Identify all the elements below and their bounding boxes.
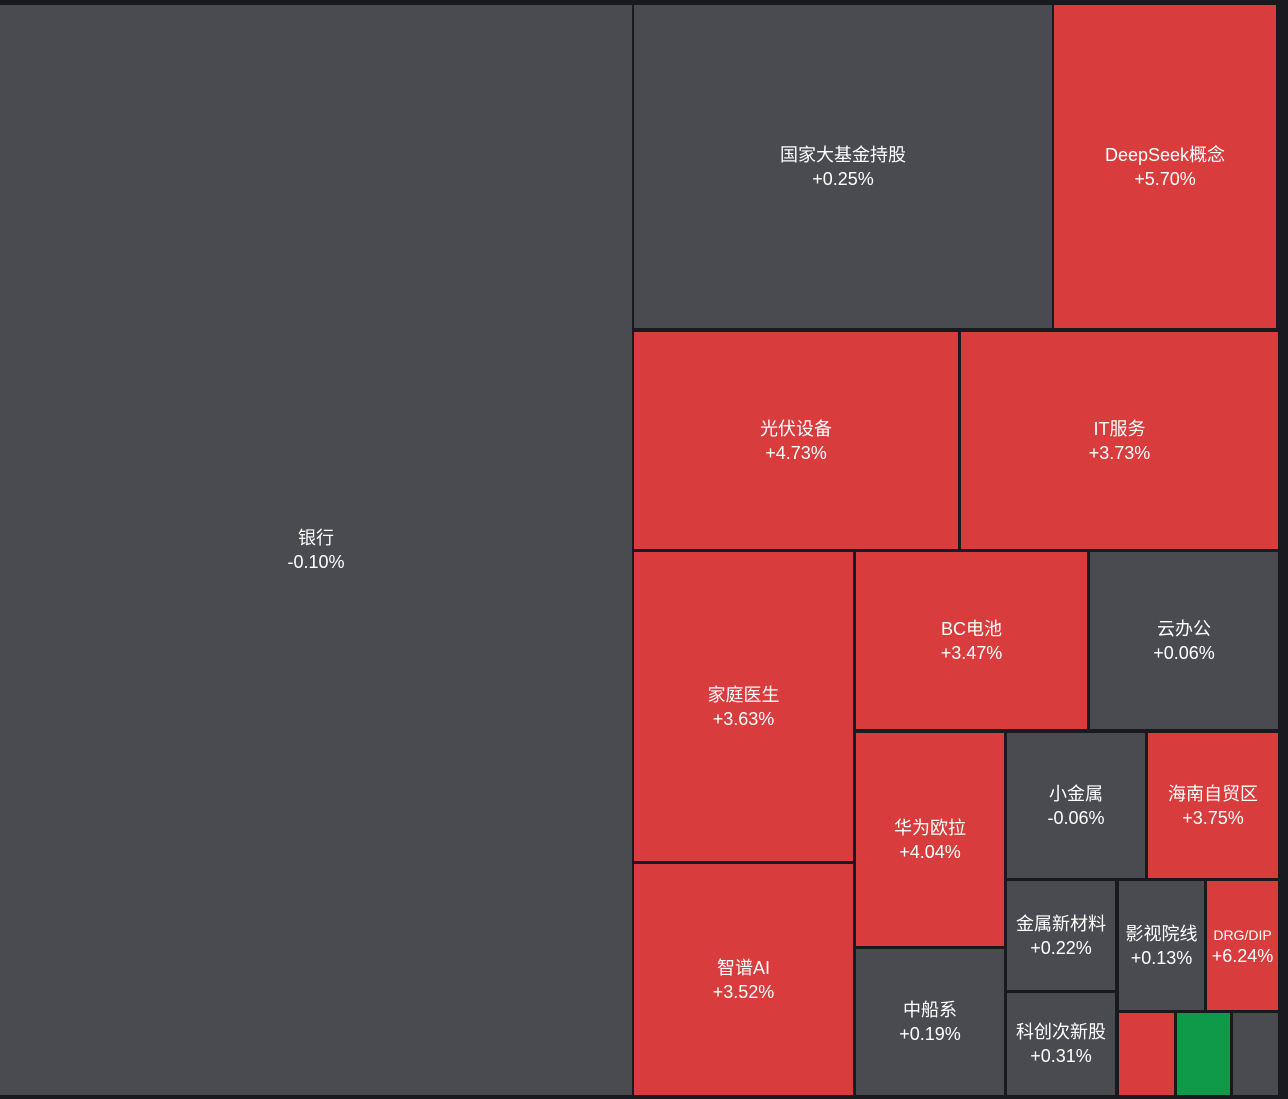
tile-change: +0.06%: [1153, 642, 1215, 663]
treemap-tile[interactable]: 中船系 +0.19%: [856, 949, 1004, 1095]
tile-name: 金属新材料: [1016, 913, 1106, 934]
tile-name: 科创次新股: [1016, 1022, 1106, 1042]
tile-name: 中船系: [903, 1000, 957, 1020]
treemap-tile[interactable]: 银行 -0.10%: [0, 5, 632, 1095]
tile-change: -0.06%: [1047, 807, 1105, 828]
treemap-tile[interactable]: 金属新材料 +0.22%: [1007, 881, 1115, 990]
treemap-tile[interactable]: BC电池 +3.47%: [856, 552, 1087, 729]
treemap-tile[interactable]: [1119, 1013, 1174, 1095]
treemap-tile[interactable]: 云办公 +0.06%: [1090, 552, 1278, 729]
tile-name: 银行: [298, 528, 334, 548]
tile-change: +3.63%: [712, 708, 775, 729]
tile-name: 智谱AI: [716, 957, 770, 978]
tile-name: 光伏设备: [760, 418, 832, 439]
treemap-tile[interactable]: 影视院线 +0.13%: [1119, 881, 1204, 1010]
treemap-tile[interactable]: DeepSeek概念 +5.70%: [1054, 5, 1276, 328]
tile-name: BC电池: [940, 618, 1002, 639]
tile-change: +6.24%: [1211, 945, 1274, 966]
treemap-tile[interactable]: 科创次新股 +0.31%: [1007, 993, 1115, 1095]
tile-name: 海南自贸区: [1168, 783, 1258, 804]
treemap-tile[interactable]: 小金属 -0.06%: [1007, 733, 1145, 878]
treemap-tile[interactable]: [1233, 1013, 1278, 1095]
tile-change: +4.04%: [899, 841, 961, 862]
tile-change: +3.73%: [1088, 442, 1151, 463]
tile-name: 华为欧拉: [894, 817, 966, 838]
tile-name: 云办公: [1157, 618, 1211, 639]
tile-name: DRG/DIP: [1213, 926, 1272, 943]
treemap-tile[interactable]: 家庭医生 +3.63%: [634, 552, 853, 861]
tile-change: +4.73%: [765, 442, 827, 463]
treemap-tile[interactable]: 光伏设备 +4.73%: [634, 332, 958, 549]
tile-change: +0.22%: [1030, 937, 1092, 958]
treemap-tile[interactable]: DRG/DIP +6.24%: [1207, 881, 1278, 1010]
tile-name: DeepSeek概念: [1104, 144, 1226, 165]
tile-change: +0.31%: [1030, 1046, 1092, 1066]
tile-name: 小金属: [1049, 783, 1103, 804]
tile-change: +0.19%: [899, 1024, 961, 1044]
tile-name: IT服务: [1093, 418, 1146, 439]
tile-change: +0.25%: [812, 168, 874, 189]
treemap-tile[interactable]: 华为欧拉 +4.04%: [856, 733, 1004, 946]
tile-change: +3.52%: [712, 981, 775, 1002]
treemap-tile[interactable]: 智谱AI +3.52%: [634, 864, 853, 1095]
tile-change: +5.70%: [1134, 168, 1196, 189]
treemap-tile[interactable]: [1177, 1013, 1230, 1095]
tile-change: +3.47%: [940, 642, 1003, 663]
tile-name: 影视院线: [1125, 923, 1198, 944]
tile-change: -0.10%: [287, 552, 345, 572]
tile-name: 国家大基金持股: [780, 144, 906, 165]
treemap-tile[interactable]: IT服务 +3.73%: [961, 332, 1278, 549]
treemap-tile[interactable]: 海南自贸区 +3.75%: [1148, 733, 1278, 878]
tile-name: 家庭医生: [707, 684, 780, 705]
tile-change: +0.13%: [1130, 947, 1193, 968]
tile-change: +3.75%: [1182, 807, 1244, 828]
treemap-tile[interactable]: 国家大基金持股 +0.25%: [634, 5, 1052, 328]
